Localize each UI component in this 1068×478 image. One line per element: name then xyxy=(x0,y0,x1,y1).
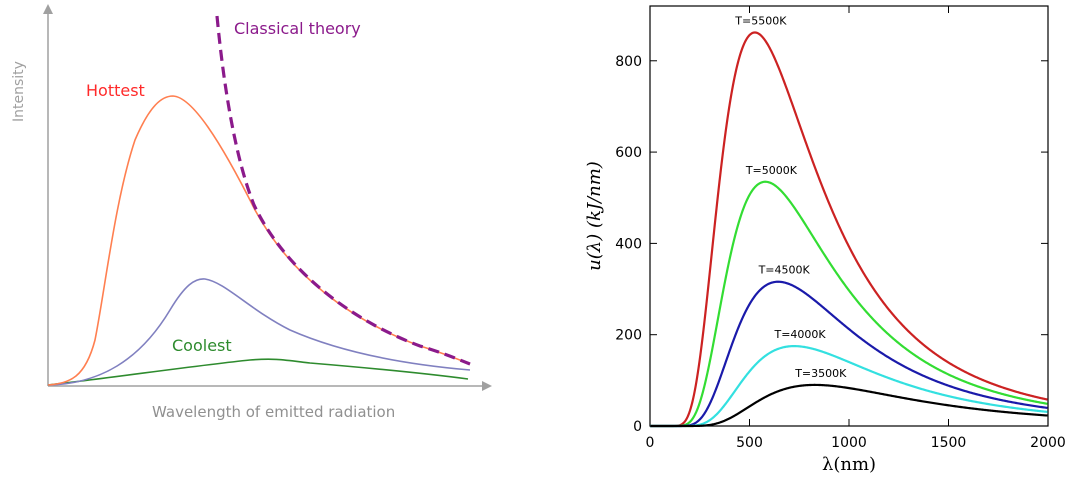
right-ticks: 0 500 1000 1500 2000 0 200 400 600 800 xyxy=(615,6,1066,451)
left-label-hottest: Hottest xyxy=(86,81,145,100)
right-y-tick-label: 800 xyxy=(615,54,642,70)
left-series-middle xyxy=(47,278,471,386)
right-series-4000k xyxy=(650,345,1048,428)
right-series-label-4000k: T=4000K xyxy=(773,328,826,341)
left-x-axis-label: Wavelength of emitted radiation xyxy=(152,403,395,421)
right-series-label-5500k: T=5500K xyxy=(734,14,787,27)
right-series-3500k xyxy=(650,383,1048,428)
right-x-tick-label: 1500 xyxy=(931,435,967,451)
left-chart: Hottest Coolest Classical theory Wavelen… xyxy=(11,4,492,421)
right-x-tick-label: 2000 xyxy=(1030,435,1066,451)
right-series-5000k xyxy=(650,180,1048,428)
left-y-axis-arrow xyxy=(43,4,53,14)
right-series-labels: T=5500K T=5000K T=4500K T=4000K T=3500K xyxy=(734,14,847,379)
right-series-5500k xyxy=(650,31,1048,428)
left-series-coolest xyxy=(47,358,469,386)
right-y-tick-label: 200 xyxy=(615,328,642,344)
right-y-tick-label: 400 xyxy=(615,236,642,252)
left-label-classical: Classical theory xyxy=(234,19,361,38)
right-x-tick-label: 0 xyxy=(646,435,655,451)
right-series-label-5000k: T=5000K xyxy=(745,164,798,177)
right-x-tick-label: 1000 xyxy=(831,435,867,451)
right-y-tick-label: 0 xyxy=(633,419,642,435)
right-series-label-4500k: T=4500K xyxy=(758,264,811,277)
right-x-tick-label: 500 xyxy=(736,435,763,451)
right-series-label-3500k: T=3500K xyxy=(794,367,847,380)
left-label-coolest: Coolest xyxy=(172,336,232,355)
left-x-axis-arrow xyxy=(482,381,492,391)
right-y-tick-label: 600 xyxy=(615,145,642,161)
left-series-classical xyxy=(215,15,471,366)
left-y-axis-label: Intensity xyxy=(11,61,27,122)
right-x-axis-label: λ(nm) xyxy=(822,454,876,475)
left-series-hottest xyxy=(47,95,471,386)
right-series-4500k xyxy=(650,280,1048,428)
right-y-axis-label: u(λ) (kJ/nm) xyxy=(584,161,605,271)
right-curves xyxy=(650,31,1048,428)
